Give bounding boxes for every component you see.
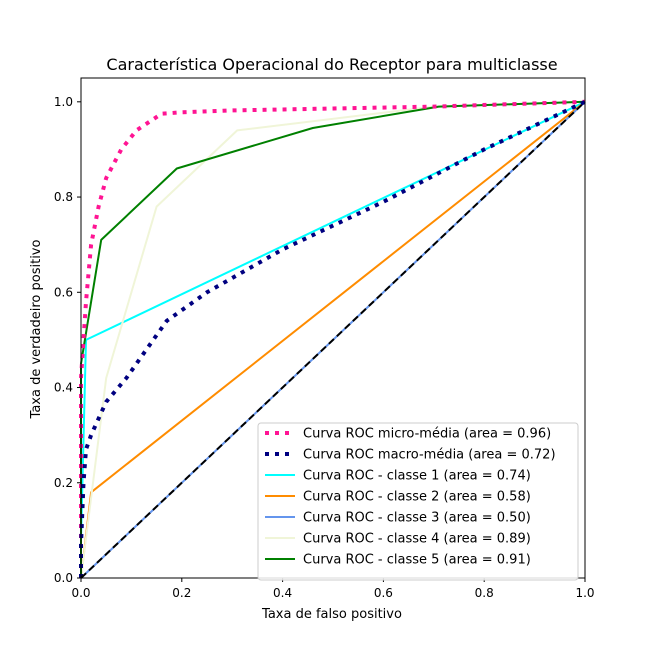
legend-entry-label: Curva ROC - classe 1 (area = 0.74) <box>303 469 531 484</box>
legend: Curva ROC micro-média (area = 0.96) Curva… <box>257 422 579 581</box>
reference-diagonal-line <box>80 101 586 579</box>
series-line-1 <box>79 99 586 578</box>
y-tick-label: 0.2 <box>54 476 73 490</box>
legend-box <box>257 422 579 581</box>
chart-title: Característica Operacional do Receptor p… <box>106 55 557 74</box>
x-tick-label: 0.6 <box>374 586 393 600</box>
y-tick-label: 0.8 <box>54 190 73 204</box>
y-axis-ticks: 0.0 0.2 0.4 0.6 0.8 1.0 <box>54 95 81 585</box>
x-tick-label: 1.0 <box>575 586 594 600</box>
y-tick-label: 1.0 <box>54 95 73 109</box>
series-line-2 <box>79 99 586 578</box>
legend-entry-label: Curva ROC micro-média (area = 0.96) <box>303 427 551 442</box>
legend-entry-label: Curva ROC - classe 3 (area = 0.50) <box>303 511 531 526</box>
x-tick-label: 0.4 <box>273 586 292 600</box>
y-tick-label: 0.0 <box>54 571 73 585</box>
legend-entry-label: Curva ROC - classe 5 (area = 0.91) <box>303 553 531 568</box>
y-tick-label: 0.6 <box>54 285 73 299</box>
x-tick-label: 0.2 <box>172 586 191 600</box>
legend-entry-label: Curva ROC macro-média (area = 0.72) <box>303 448 556 463</box>
y-tick-label: 0.4 <box>54 381 73 395</box>
legend-entry-label: Curva ROC - classe 4 (area = 0.89) <box>303 532 531 547</box>
x-tick-label: 0.8 <box>475 586 494 600</box>
y-axis-label: Taxa de verdadeiro positivo <box>29 240 44 420</box>
x-axis-label: Taxa de falso positivo <box>261 607 402 622</box>
legend-entry-label: Curva ROC - classe 2 (area = 0.58) <box>303 490 531 505</box>
x-tick-label: 0.0 <box>71 586 90 600</box>
